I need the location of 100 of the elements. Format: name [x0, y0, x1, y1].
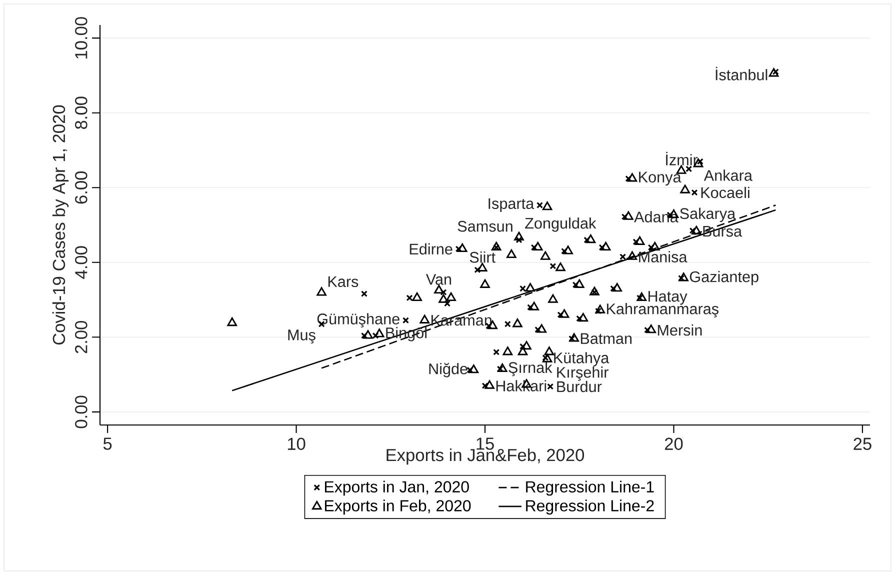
point [504, 320, 511, 328]
point [518, 346, 528, 356]
annotation: Kocaeli [701, 186, 750, 198]
annotation: Sakarya [680, 208, 736, 222]
point [547, 383, 554, 390]
annotation: Kahramanmaraş [606, 303, 719, 318]
y-tick-label: 0.00 [75, 396, 88, 428]
point [514, 232, 524, 240]
point [544, 346, 554, 356]
annotation: Zonguldak [525, 217, 596, 232]
point [534, 326, 542, 333]
point [636, 292, 647, 302]
point [434, 284, 444, 294]
point [548, 294, 558, 303]
point [482, 382, 488, 389]
x-tick-label: 20 [664, 438, 683, 450]
point [455, 246, 462, 252]
point [477, 262, 488, 272]
point [446, 292, 456, 302]
point [360, 290, 368, 298]
x-tick-label: 10 [288, 438, 306, 450]
y-axis-title: Covid-19 Cases by Apr 1, 2020 [52, 105, 69, 345]
point [316, 287, 326, 296]
point [493, 348, 500, 356]
point [444, 300, 451, 307]
legend-label: Exports in Feb, 2020 [325, 500, 471, 515]
point [678, 272, 688, 282]
point [563, 246, 573, 254]
y-tick-label: 4.00 [75, 246, 88, 279]
point [516, 236, 522, 244]
legend-label: Regression Line-1 [526, 480, 654, 496]
annotation: Hakkari [496, 380, 546, 392]
point [678, 274, 685, 282]
legend-label: Exports in Jan, 2020 [325, 480, 469, 496]
point [420, 314, 430, 324]
point [402, 317, 409, 324]
annotation: Ankara [704, 170, 752, 181]
annotation: Muş [288, 330, 316, 344]
point [532, 242, 543, 251]
point [627, 173, 638, 182]
point [625, 175, 632, 182]
point [689, 227, 696, 234]
point [506, 249, 516, 258]
point [620, 254, 626, 260]
annotation: Kars [328, 276, 358, 288]
point [540, 251, 550, 260]
point [627, 251, 638, 260]
point [522, 340, 532, 350]
x-tick-label: 5 [103, 438, 112, 450]
point [559, 309, 570, 318]
point [480, 279, 490, 288]
point [536, 324, 547, 333]
point [691, 226, 702, 234]
annotation: Burdur [557, 380, 602, 392]
point [512, 318, 522, 328]
point [497, 363, 508, 372]
point [360, 332, 368, 339]
point [542, 202, 552, 210]
x-tick-label: 15 [476, 438, 494, 450]
point [584, 236, 590, 244]
point [502, 346, 513, 356]
point [227, 317, 238, 326]
annotation: Samsun [458, 220, 512, 232]
annotation: Konya [639, 172, 682, 186]
point [363, 330, 373, 339]
x-axis-title: Exports in Jan&Feb, 2020 [386, 448, 584, 465]
annotation: Batman [580, 333, 632, 344]
point [574, 279, 584, 288]
x-tick-label: 25 [854, 438, 872, 450]
point [648, 244, 654, 251]
point [412, 292, 422, 302]
y-tick-label: 6.00 [75, 171, 88, 204]
point [578, 312, 588, 322]
point [595, 304, 606, 314]
annotation: Gaziantep [690, 270, 758, 286]
point [520, 285, 526, 292]
point [600, 242, 611, 251]
point [557, 311, 564, 318]
point [768, 68, 779, 77]
point [632, 238, 640, 246]
point [525, 283, 536, 292]
point [680, 184, 690, 194]
point [542, 354, 552, 362]
point [457, 243, 468, 252]
annotation: Isparta [488, 198, 534, 212]
annotation: Manisa [639, 251, 688, 262]
point [556, 262, 566, 272]
point [484, 380, 494, 389]
point [644, 326, 651, 334]
point [772, 68, 779, 75]
point [536, 202, 543, 208]
annotation: Kırşehir [557, 366, 608, 381]
point [691, 189, 698, 196]
point [372, 332, 379, 339]
annotation: Kütahya [554, 352, 610, 366]
point [569, 333, 579, 342]
point [624, 211, 634, 220]
annotation: Mersin [658, 324, 702, 336]
point [621, 214, 628, 220]
point [594, 308, 602, 314]
